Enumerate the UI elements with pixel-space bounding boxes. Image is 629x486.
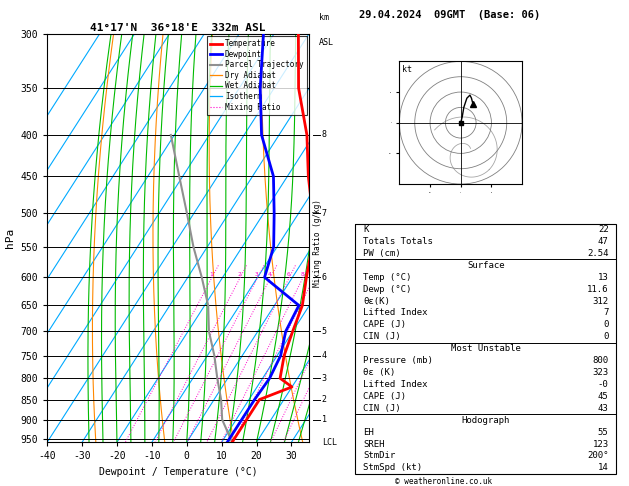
Text: ASL: ASL: [319, 38, 334, 47]
Text: 5: 5: [322, 327, 326, 336]
Text: Totals Totals: Totals Totals: [363, 237, 433, 246]
Text: PW (cm): PW (cm): [363, 249, 401, 258]
Text: -0: -0: [598, 380, 609, 389]
Text: 43: 43: [598, 404, 609, 413]
Text: SREH: SREH: [363, 439, 385, 449]
Text: CIN (J): CIN (J): [363, 332, 401, 341]
Text: CIN (J): CIN (J): [363, 404, 401, 413]
Text: EH: EH: [363, 428, 374, 436]
Text: kt: kt: [402, 65, 412, 74]
Text: © weatheronline.co.uk: © weatheronline.co.uk: [394, 477, 492, 486]
Text: 47: 47: [598, 237, 609, 246]
Text: 45: 45: [598, 392, 609, 401]
Text: Hodograph: Hodograph: [462, 416, 510, 425]
Legend: Temperature, Dewpoint, Parcel Trajectory, Dry Adiabat, Wet Adiabat, Isotherm, Mi: Temperature, Dewpoint, Parcel Trajectory…: [208, 36, 306, 115]
Text: 14: 14: [598, 463, 609, 472]
Text: Lifted Index: Lifted Index: [363, 309, 428, 317]
Text: km: km: [319, 13, 329, 22]
Text: Dewp (°C): Dewp (°C): [363, 285, 411, 294]
Text: 22: 22: [598, 225, 609, 234]
X-axis label: Dewpoint / Temperature (°C): Dewpoint / Temperature (°C): [99, 467, 257, 477]
Text: θε (K): θε (K): [363, 368, 396, 377]
Text: Mixing Ratio (g/kg): Mixing Ratio (g/kg): [313, 199, 321, 287]
Text: 2.54: 2.54: [587, 249, 609, 258]
Y-axis label: hPa: hPa: [5, 228, 15, 248]
Text: 8: 8: [301, 272, 304, 277]
Text: 6: 6: [322, 273, 326, 282]
Text: 11.6: 11.6: [587, 285, 609, 294]
Text: K: K: [363, 225, 369, 234]
Text: LCL: LCL: [322, 438, 337, 447]
Text: 29.04.2024  09GMT  (Base: 06): 29.04.2024 09GMT (Base: 06): [359, 10, 540, 20]
Text: 0: 0: [603, 332, 609, 341]
Title: 41°17'N  36°18'E  332m ASL: 41°17'N 36°18'E 332m ASL: [90, 23, 266, 33]
Text: Lifted Index: Lifted Index: [363, 380, 428, 389]
Text: 13: 13: [598, 273, 609, 282]
Text: 2: 2: [238, 272, 242, 277]
Text: 3: 3: [255, 272, 259, 277]
Text: 55: 55: [598, 428, 609, 436]
Text: Pressure (mb): Pressure (mb): [363, 356, 433, 365]
Text: 323: 323: [593, 368, 609, 377]
Text: 123: 123: [593, 439, 609, 449]
Text: 4: 4: [268, 272, 272, 277]
Text: 3: 3: [322, 374, 326, 383]
Text: CAPE (J): CAPE (J): [363, 392, 406, 401]
Text: StmDir: StmDir: [363, 451, 396, 460]
Text: CAPE (J): CAPE (J): [363, 320, 406, 330]
Text: θε(K): θε(K): [363, 296, 390, 306]
Text: 8: 8: [322, 130, 326, 139]
Text: 4: 4: [322, 351, 326, 360]
Text: 7: 7: [322, 209, 326, 218]
Text: 312: 312: [593, 296, 609, 306]
Text: Surface: Surface: [467, 261, 504, 270]
Text: Most Unstable: Most Unstable: [451, 344, 521, 353]
Text: 1: 1: [209, 272, 213, 277]
Text: 6: 6: [287, 272, 291, 277]
Text: 7: 7: [603, 309, 609, 317]
Text: Temp (°C): Temp (°C): [363, 273, 411, 282]
Text: 200°: 200°: [587, 451, 609, 460]
Text: 2: 2: [322, 395, 326, 404]
Text: 1: 1: [322, 415, 326, 424]
Text: StmSpd (kt): StmSpd (kt): [363, 463, 422, 472]
Text: 0: 0: [603, 320, 609, 330]
Text: 800: 800: [593, 356, 609, 365]
